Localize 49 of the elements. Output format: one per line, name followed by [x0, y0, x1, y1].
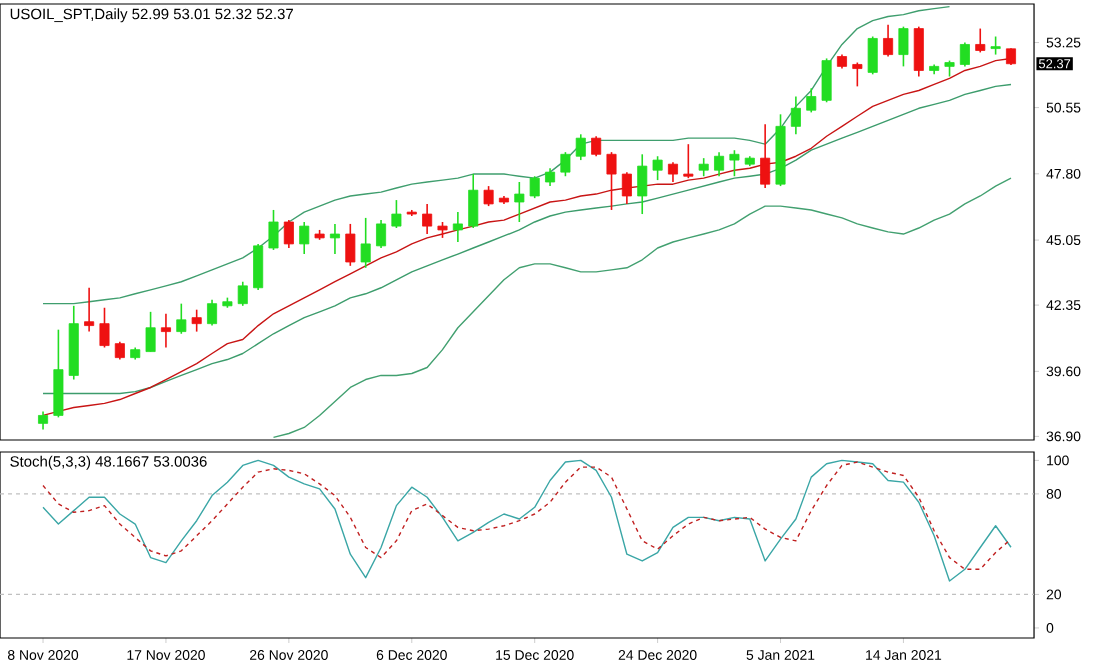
candlestick [176, 302, 187, 335]
candlestick [376, 219, 387, 249]
line-series [272, 177, 1012, 439]
candlestick [560, 151, 571, 178]
candlestick [667, 161, 678, 183]
candlestick [299, 221, 310, 255]
candlestick [191, 308, 202, 333]
candlestick [452, 211, 463, 243]
candlestick [637, 153, 648, 215]
candlestick [591, 135, 602, 158]
candlestick [237, 280, 248, 307]
candlestick [698, 157, 709, 178]
candlestick [959, 41, 970, 68]
candlestick [253, 243, 264, 291]
candlestick [145, 311, 156, 353]
candlestick [468, 173, 479, 229]
candlestick [391, 199, 402, 229]
candlestick [160, 312, 171, 349]
candlestick [913, 25, 924, 78]
candlestick [422, 203, 433, 235]
candlestick [621, 171, 632, 205]
candlestick [729, 149, 740, 178]
candlestick [483, 185, 494, 207]
candlestick [714, 151, 725, 178]
candlestick [867, 35, 878, 76]
candlestick [760, 123, 771, 189]
candlestick [990, 35, 1001, 56]
candlestick [806, 87, 817, 114]
candlestick [606, 151, 617, 211]
candlestick [514, 181, 525, 223]
candlestick [329, 223, 340, 255]
candlestick [207, 299, 218, 327]
candlestick [898, 25, 909, 68]
candlestick [345, 223, 356, 267]
candlestick [360, 217, 371, 269]
candlestick [529, 175, 540, 199]
candlestick [99, 306, 110, 349]
candlestick [683, 143, 694, 179]
candlestick [975, 27, 986, 54]
candlestick [821, 57, 832, 104]
candlestick [652, 155, 663, 181]
candlestick [53, 328, 64, 419]
candlestick [883, 23, 894, 58]
candlestick [852, 61, 863, 88]
candlestick [84, 286, 95, 333]
candlestick [268, 209, 279, 251]
candlestick [575, 133, 586, 161]
candlestick [283, 219, 294, 249]
candlestick [790, 95, 801, 136]
